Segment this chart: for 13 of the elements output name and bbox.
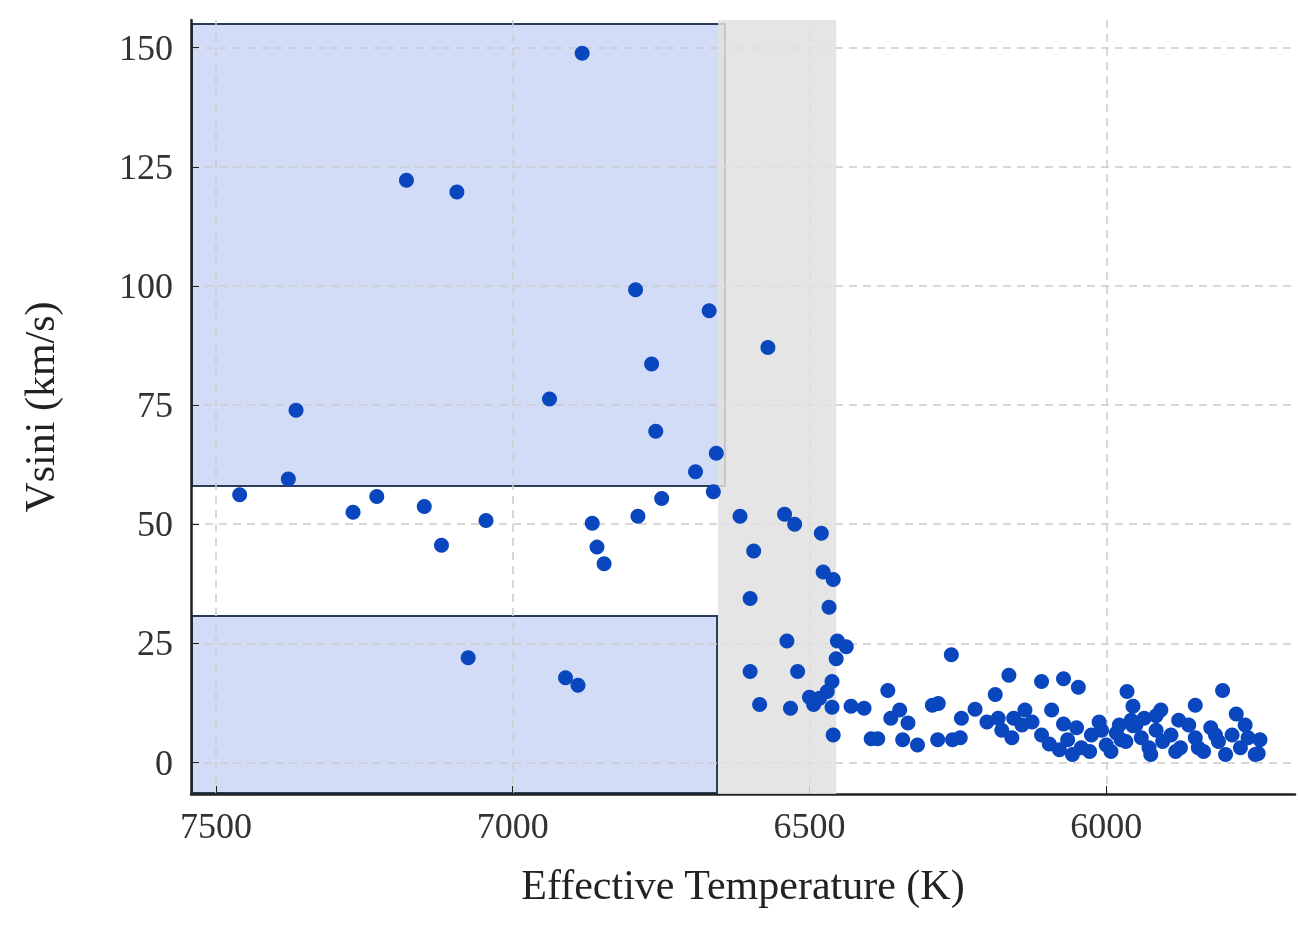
y-tick-label: 0 <box>155 742 173 783</box>
x-tick-label: 7000 <box>476 806 549 846</box>
x-tick-label: 6500 <box>773 806 846 846</box>
y-tick-label: 100 <box>119 265 173 306</box>
y-axis-title: Vsini (km/s) <box>17 301 64 513</box>
x-tick-label: 6000 <box>1070 806 1143 846</box>
x-axis-title: Effective Temperature (K) <box>521 862 965 909</box>
y-tick-label: 25 <box>137 623 173 664</box>
y-tick-label: 75 <box>137 385 173 426</box>
x-tick-label: 7500 <box>179 806 252 846</box>
y-tick-label: 50 <box>137 504 173 545</box>
y-tick-label: 125 <box>119 146 173 187</box>
y-tick-label: 150 <box>119 27 173 68</box>
